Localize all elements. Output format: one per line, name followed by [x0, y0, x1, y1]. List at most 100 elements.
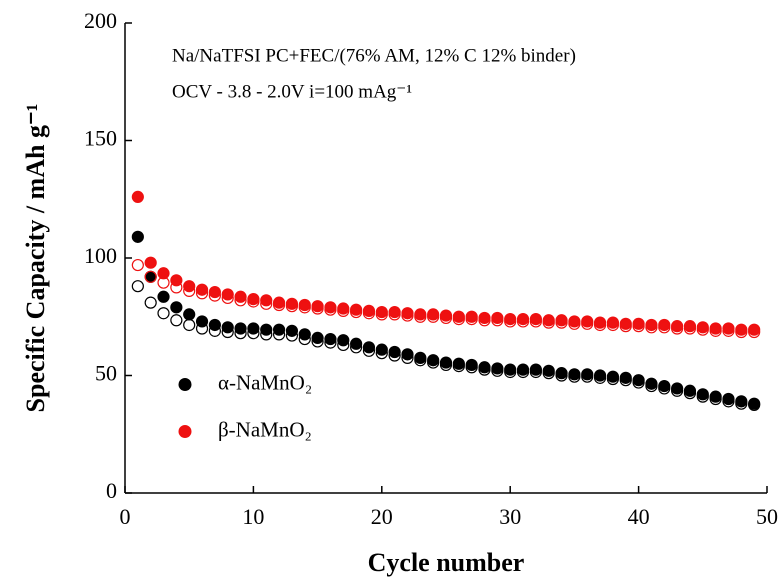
data-point [337, 304, 350, 317]
data-point [671, 322, 684, 335]
data-point [542, 364, 555, 377]
data-point [606, 370, 620, 383]
data-point [671, 320, 684, 333]
data-point [414, 310, 427, 323]
data-point [221, 325, 234, 339]
data-point [401, 348, 414, 361]
data-point [324, 336, 337, 349]
data-point [298, 328, 311, 341]
data-point [221, 321, 234, 334]
x-tick-label: 0 [120, 504, 131, 529]
data-point [221, 288, 234, 301]
data-point [542, 316, 555, 329]
data-point [606, 372, 620, 386]
data-point [709, 322, 722, 335]
annotation: Na/NaTFSI PC+FEC/(76% AM, 12% C 12% bind… [172, 45, 576, 66]
data-point [427, 308, 440, 321]
data-point [208, 285, 221, 299]
y-tick-label: 150 [84, 126, 117, 151]
data-point [504, 363, 517, 376]
data-point [735, 323, 748, 336]
data-point [696, 390, 709, 403]
data-point [504, 315, 517, 328]
data-point [285, 324, 299, 337]
data-point [568, 315, 581, 328]
x-tick-label: 40 [628, 504, 650, 529]
data-point [593, 316, 607, 329]
data-point [272, 323, 286, 336]
data-point [683, 384, 697, 397]
data-point [478, 314, 491, 327]
data-point [465, 358, 478, 372]
data-point [465, 361, 478, 374]
data-point [170, 281, 183, 294]
data-point [285, 297, 299, 310]
data-point [516, 315, 530, 328]
data-point [350, 341, 363, 354]
data-point [606, 318, 620, 332]
data-point [157, 290, 170, 303]
data-point [529, 363, 542, 376]
data-point [247, 322, 260, 335]
data-point [632, 376, 645, 389]
data-point [491, 314, 504, 327]
data-point [324, 303, 337, 316]
data-point [555, 316, 568, 329]
data-point [362, 341, 376, 354]
data-point [324, 332, 337, 346]
data-point [401, 309, 414, 322]
annotation: OCV - 3.8 - 2.0V i=100 mAg⁻¹ [172, 81, 412, 102]
data-point [658, 321, 671, 334]
data-point [491, 362, 504, 375]
data-point [144, 296, 157, 309]
data-point [619, 371, 632, 384]
data-point [350, 337, 363, 350]
data-point [645, 321, 658, 334]
legend-marker [178, 425, 192, 438]
data-point [427, 310, 440, 323]
legend-label: β-NaMnO₂ [218, 417, 312, 441]
data-point [260, 297, 273, 310]
x-tick-label: 10 [242, 504, 264, 529]
data-point [157, 267, 170, 280]
data-point [529, 315, 542, 328]
data-point [722, 322, 735, 335]
data-point [350, 303, 363, 316]
data-point [414, 308, 427, 321]
data-point [581, 315, 594, 328]
data-point [658, 379, 671, 393]
data-point [696, 321, 709, 334]
data-point [195, 287, 209, 300]
data-point [632, 374, 645, 387]
data-point [568, 370, 581, 383]
data-point [337, 334, 350, 347]
legend-marker [178, 378, 192, 391]
data-point [401, 307, 414, 320]
data-point [375, 305, 388, 319]
y-tick-label: 200 [84, 8, 117, 33]
data-point [452, 357, 465, 370]
data-point [593, 369, 607, 382]
data-point [465, 313, 478, 326]
data-point [170, 314, 183, 327]
data-point [427, 356, 440, 369]
data-point [491, 364, 504, 377]
data-point [645, 379, 658, 393]
data-point [645, 377, 658, 390]
data-point [247, 295, 260, 308]
data-point [247, 327, 260, 340]
data-point [388, 308, 401, 321]
y-tick-label: 50 [95, 361, 117, 386]
data-point [337, 338, 350, 352]
data-point [414, 354, 427, 367]
data-point [439, 356, 453, 369]
data-point [272, 328, 286, 341]
data-point [375, 347, 388, 360]
data-point [606, 316, 620, 329]
data-point [234, 294, 247, 307]
data-point [234, 322, 247, 335]
data-point [439, 311, 453, 325]
data-point [735, 325, 748, 339]
data-point [183, 284, 196, 297]
